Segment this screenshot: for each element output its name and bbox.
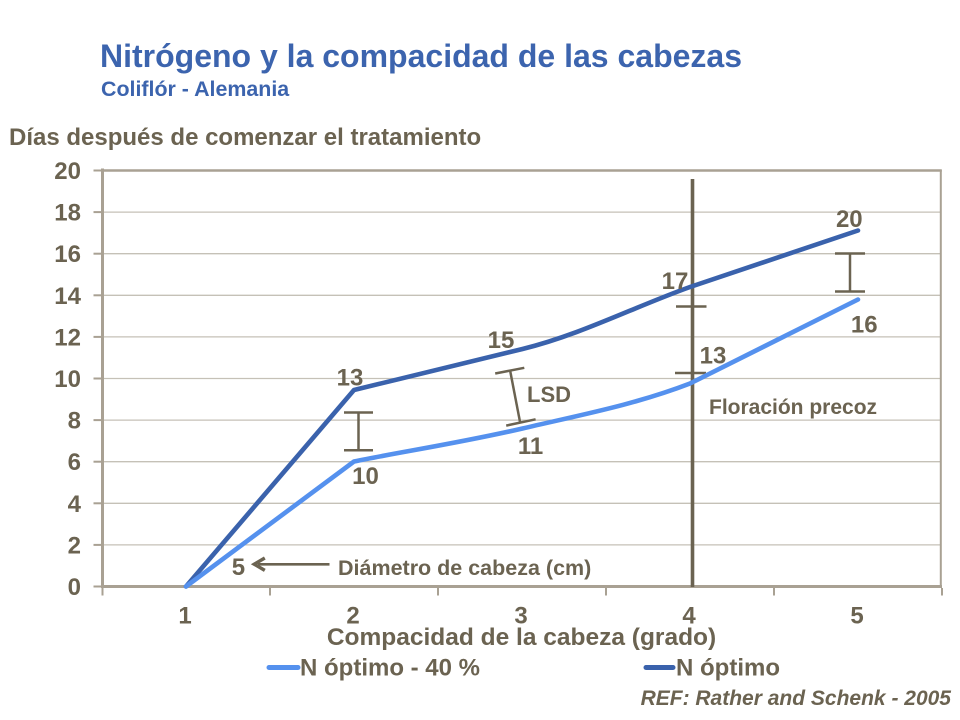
svg-text:10: 10 [352,463,379,490]
svg-text:5: 5 [232,554,245,581]
svg-text:16: 16 [54,241,81,268]
svg-text:13: 13 [337,365,364,392]
svg-text:14: 14 [54,283,81,310]
svg-text:3: 3 [514,603,527,630]
svg-text:13: 13 [700,343,727,370]
svg-text:1: 1 [178,603,191,630]
svg-text:Floración precoz: Floración precoz [709,396,877,419]
svg-text:20: 20 [836,206,863,233]
svg-text:N óptimo - 40 %: N óptimo - 40 % [300,655,480,682]
svg-text:6: 6 [68,449,81,476]
svg-text:4: 4 [682,603,696,630]
svg-text:12: 12 [54,324,81,351]
svg-text:17: 17 [662,268,689,295]
svg-text:2: 2 [68,532,81,559]
svg-text:2: 2 [346,603,359,630]
svg-text:4: 4 [68,491,82,518]
svg-text:20: 20 [54,158,81,185]
svg-text:5: 5 [850,603,863,630]
svg-text:LSD: LSD [527,382,571,407]
svg-text:N óptimo: N óptimo [676,655,780,682]
svg-text:Diámetro de cabeza (cm): Diámetro de cabeza (cm) [338,556,591,580]
svg-text:16: 16 [851,312,878,339]
svg-text:15: 15 [488,327,515,354]
svg-text:10: 10 [54,366,81,393]
svg-text:11: 11 [518,433,543,460]
svg-text:0: 0 [68,574,81,601]
svg-text:8: 8 [68,408,81,435]
svg-text:Compacidad de la cabeza (grado: Compacidad de la cabeza (grado) [327,624,716,651]
svg-text:18: 18 [54,200,81,227]
